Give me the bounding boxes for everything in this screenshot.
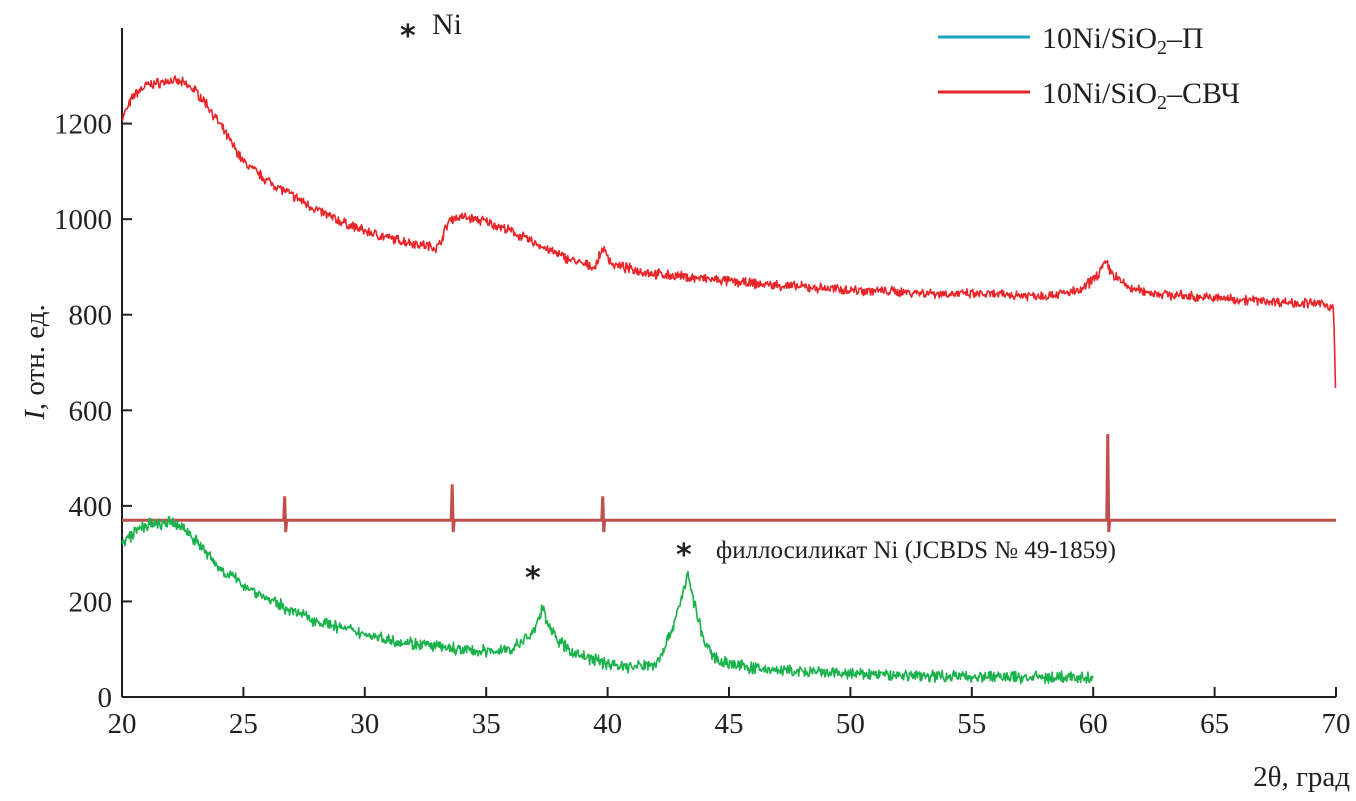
x-tick-label: 55	[957, 708, 986, 740]
x-tick-label: 70	[1322, 708, 1351, 740]
y-axis-title: I, отн. ед.	[19, 304, 51, 420]
plot-area	[121, 75, 1337, 685]
legend-label-p: 10Ni/SiO2–П	[1042, 22, 1204, 59]
y-tick-label: 1200	[54, 109, 112, 141]
y-tick-label: 200	[69, 586, 113, 618]
y-tick-label: 1000	[54, 204, 112, 236]
peak-star-37: *	[525, 561, 541, 596]
y-axis-title-rest: , отн. ед.	[19, 304, 51, 410]
y-tick-label: 800	[69, 300, 113, 332]
legend-label-svch: 10Ni/SiO2–СВЧ	[1042, 77, 1240, 114]
ni-label: Ni	[432, 8, 462, 41]
legend-item-p: 10Ni/SiO2–П	[938, 22, 1204, 59]
x-tick-label: 60	[1079, 708, 1108, 740]
x-axis-title: 2θ, град	[1253, 761, 1350, 793]
reference-pattern-line	[122, 434, 1336, 533]
phyllo-star-marker: *	[676, 538, 692, 573]
phyllo-label: филлосиликат Ni (JCBDS № 49-1859)	[716, 537, 1116, 564]
x-tick-label: 30	[350, 708, 379, 740]
x-tick-label: 25	[229, 708, 258, 740]
x-tick-label: 35	[472, 708, 501, 740]
y-tick-label: 0	[98, 682, 113, 714]
ni-star-marker: *	[400, 19, 416, 54]
y-tick-label: 600	[69, 395, 113, 427]
phyllo-annotation: * филлосиликат Ni (JCBDS № 49-1859)	[676, 537, 1116, 573]
legend-item-svch: 10Ni/SiO2–СВЧ	[938, 77, 1240, 114]
legend: 10Ni/SiO2–П 10Ni/SiO2–СВЧ	[938, 22, 1240, 114]
series-line-2	[121, 516, 1094, 685]
x-tick-label: 65	[1200, 708, 1229, 740]
x-tick-label: 20	[108, 708, 137, 740]
y-tick-label: 400	[69, 491, 113, 523]
y-ticks: 0 200 400 600 800 1000 1200	[54, 109, 132, 714]
y-axis-title-italic: I	[19, 409, 51, 421]
series-line-0	[121, 75, 1337, 389]
x-tick-label: 45	[715, 708, 744, 740]
x-tick-label: 40	[593, 708, 622, 740]
ni-annotation: * Ni	[400, 8, 462, 54]
x-tick-label: 50	[836, 708, 865, 740]
x-ticks: 20 25 30 35 40 45 50 55 60 65 70	[108, 687, 1351, 740]
